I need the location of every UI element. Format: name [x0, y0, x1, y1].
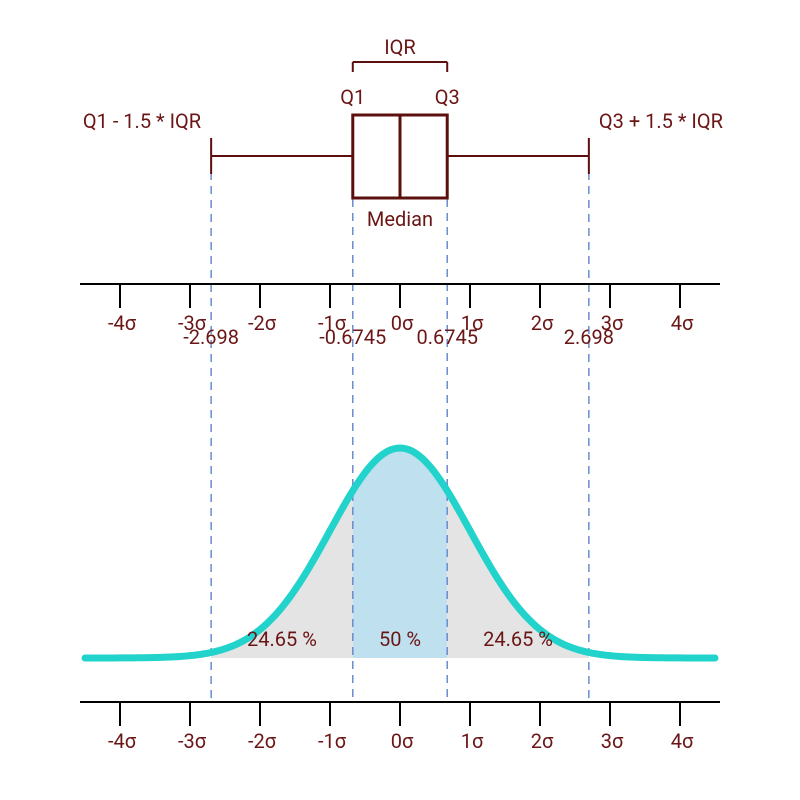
lower-label-3: -1σ — [318, 729, 347, 753]
boxplot-normal-diagram: 24.65 % 50 % 24.65 % -4σ -3σ -2σ -1σ 0σ 1σ 2σ 3σ 4σ… — [0, 0, 800, 800]
lower-label-1: -3σ — [178, 729, 207, 753]
lower-label-4: 0σ — [391, 729, 414, 753]
lower-label-7: 3σ — [601, 729, 624, 753]
iqr-label: IQR — [384, 35, 416, 59]
upper-label-0: -4σ — [108, 311, 137, 335]
region-label-0: 24.65 % — [247, 627, 317, 651]
q1-label: Q1 — [340, 85, 365, 109]
lower-label-6: 2σ — [531, 729, 554, 753]
lower-label-8: 4σ — [671, 729, 694, 753]
upper-label-8: 4σ — [671, 311, 694, 335]
upper-label-4: 0σ — [391, 311, 414, 335]
lower-label-0: -4σ — [108, 729, 137, 753]
left-whisker-label: Q1 - 1.5 * IQR — [83, 109, 201, 133]
upper-label-2: -2σ — [248, 311, 277, 335]
value-label-2: 0.6745 — [416, 325, 477, 349]
lower-label-2: -2σ — [248, 729, 277, 753]
value-label-0: -2.698 — [183, 325, 239, 349]
lower-label-5: 1σ — [461, 729, 484, 753]
value-label-1: -0.6745 — [319, 325, 386, 349]
right-whisker-label: Q3 + 1.5 * IQR — [599, 109, 723, 133]
region-label-1: 50 % — [379, 627, 421, 651]
value-label-3: 2.698 — [564, 325, 614, 349]
region-label-2: 24.65 % — [483, 627, 553, 651]
q3-label: Q3 — [435, 85, 460, 109]
upper-label-6: 2σ — [531, 311, 554, 335]
median-label: Median — [367, 207, 433, 231]
